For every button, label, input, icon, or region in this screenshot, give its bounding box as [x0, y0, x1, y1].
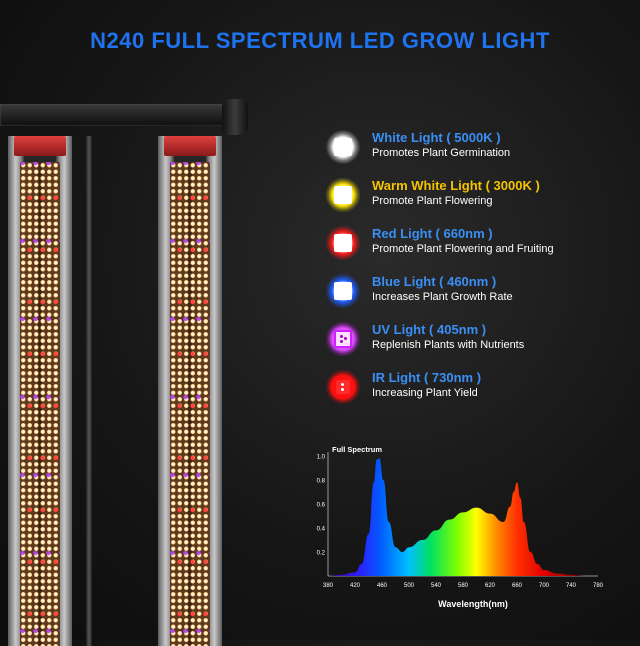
legend-desc: Promotes Plant Germination: [372, 147, 511, 159]
legend-name: White Light ( 5000K ): [372, 130, 501, 145]
uv-light-icon: [326, 322, 360, 356]
x-tick-label: 380: [323, 583, 334, 589]
legend-name: Blue Light ( 460nm ): [372, 274, 497, 289]
x-axis-label: Wavelength(nm): [438, 599, 508, 609]
x-tick-label: 620: [485, 583, 496, 589]
x-tick-label: 500: [404, 583, 415, 589]
red-light-icon: [326, 226, 360, 260]
legend-desc: Increases Plant Growth Rate: [372, 291, 513, 303]
rail-end-cap: [222, 99, 248, 135]
blue-light-icon: [326, 274, 360, 308]
led-board: [20, 162, 60, 646]
legend-desc: Increasing Plant Yield: [372, 387, 478, 399]
legend-name: UV Light ( 405nm ): [372, 322, 487, 337]
y-tick-label: 1.0: [317, 455, 326, 461]
legend-item-red: Red Light ( 660nm ) Promote Plant Flower…: [324, 222, 634, 262]
x-tick-label: 700: [539, 583, 550, 589]
x-tick-label: 460: [377, 583, 388, 589]
legend-name: Red Light ( 660nm ): [372, 226, 493, 241]
x-tick-label: 780: [593, 583, 604, 589]
led-bar-cap: [14, 136, 66, 156]
led-bar-left: [8, 136, 72, 646]
white-light-icon: [326, 130, 360, 164]
spectrum-chart: Full Spectrum 0.2 0.4 0.6 0.8 1.0 380 420 460 500…: [310, 440, 610, 620]
led-bar-cap: [164, 136, 216, 156]
legend-desc: Promote Plant Flowering: [372, 195, 493, 207]
spectrum-area: [328, 458, 598, 576]
ir-light-icon: [326, 370, 360, 404]
y-tick-label: 0.8: [317, 479, 326, 485]
legend-item-warm-white: Warm White Light ( 3000K ) Promote Plant…: [324, 174, 634, 214]
warm-white-light-icon: [326, 178, 360, 212]
legend-item-blue: Blue Light ( 460nm ) Increases Plant Gro…: [324, 270, 634, 310]
led-board: [170, 162, 210, 646]
legend-name: Warm White Light ( 3000K ): [372, 178, 540, 193]
mounting-rail: [0, 104, 238, 126]
y-tick-label: 0.4: [317, 527, 326, 533]
legend-name: IR Light ( 730nm ): [372, 370, 482, 385]
page-title: N240 FULL SPECTRUM LED GROW LIGHT: [90, 28, 550, 53]
led-bar-right: [158, 136, 222, 646]
legend-desc: Promote Plant Flowering and Fruiting: [372, 243, 554, 255]
spectrum-svg: Full Spectrum 0.2 0.4 0.6 0.8 1.0 380 420 460 500…: [317, 445, 604, 609]
chart-title: Full Spectrum: [332, 445, 382, 454]
legend-item-uv: UV Light ( 405nm ) Replenish Plants with…: [324, 318, 634, 358]
y-tick-label: 0.2: [317, 551, 326, 557]
x-tick-label: 740: [566, 583, 577, 589]
x-tick-label: 420: [350, 583, 361, 589]
y-tick-label: 0.6: [317, 503, 326, 509]
legend-desc: Replenish Plants with Nutrients: [372, 339, 525, 351]
x-tick-label: 660: [512, 583, 523, 589]
x-tick-label: 540: [431, 583, 442, 589]
bar-side-rail: [86, 136, 92, 646]
x-tick-label: 580: [458, 583, 469, 589]
legend-item-ir: IR Light ( 730nm ) Increasing Plant Yiel…: [324, 366, 634, 406]
legend-item-white: White Light ( 5000K ) Promotes Plant Ger…: [324, 126, 634, 166]
